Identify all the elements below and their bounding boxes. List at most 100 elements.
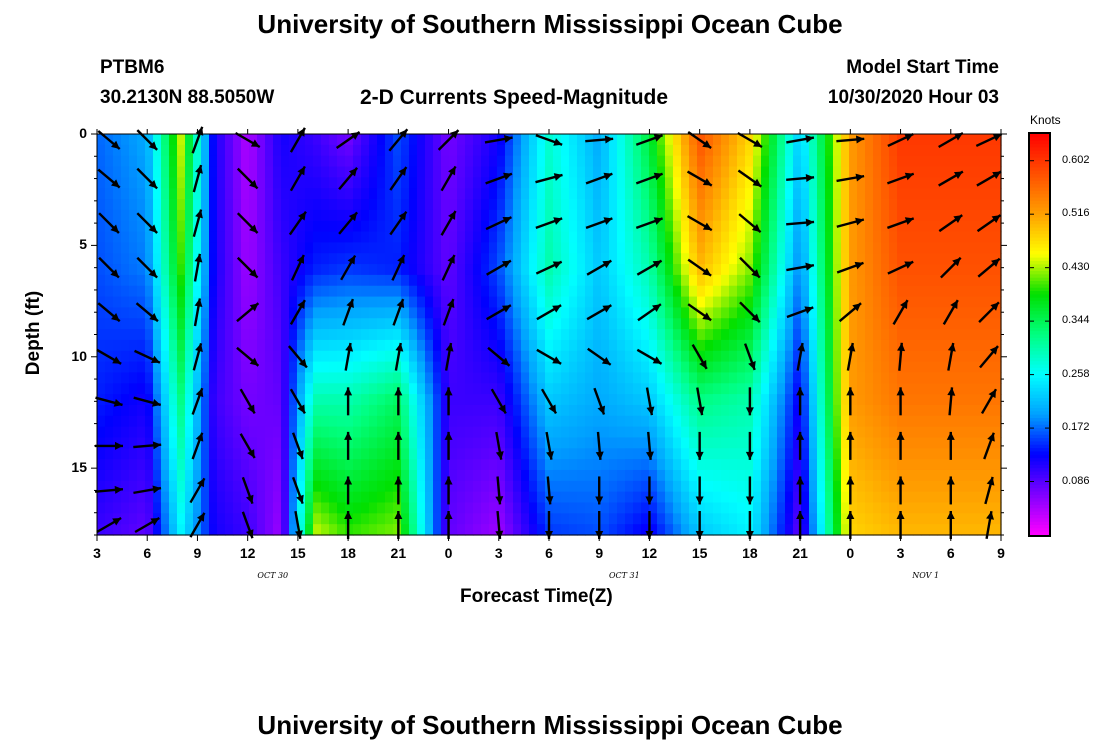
heatmap-cell	[585, 155, 594, 168]
current-vector-arrow	[389, 210, 408, 236]
current-vector-arrow	[391, 254, 406, 281]
heatmap-cell	[625, 404, 634, 417]
heatmap-cell	[985, 285, 994, 298]
heatmap-cell	[865, 134, 874, 146]
heatmap-cell	[713, 437, 722, 449]
current-vector-arrow	[234, 131, 261, 149]
heatmap-cell	[705, 318, 714, 330]
heatmap-cell	[633, 448, 642, 460]
heatmap-cell	[465, 318, 474, 330]
heatmap-cell	[105, 199, 114, 211]
heatmap-cell	[905, 264, 914, 276]
heatmap-cell	[665, 469, 674, 482]
heatmap-cell	[833, 188, 842, 200]
heatmap-cell	[193, 469, 202, 482]
heatmap-cell	[969, 134, 978, 146]
heatmap-cell	[289, 426, 298, 439]
heatmap-cell	[633, 480, 642, 493]
heatmap-cell	[689, 524, 698, 536]
heatmap-cell	[617, 134, 626, 146]
heatmap-cell	[929, 524, 938, 536]
current-vector-arrow	[389, 166, 408, 191]
heatmap-cell	[689, 394, 698, 406]
heatmap-cell	[585, 274, 594, 287]
heatmap-cell	[161, 404, 170, 417]
heatmap-cell	[881, 502, 890, 514]
heatmap-cell	[465, 144, 474, 157]
heatmap-cell	[513, 274, 522, 287]
current-vector-arrow	[536, 348, 562, 365]
heatmap-cell	[257, 404, 266, 417]
heatmap-cell	[625, 231, 634, 243]
heatmap-cell	[905, 166, 914, 178]
heatmap-cell	[265, 253, 274, 265]
heatmap-cell	[553, 415, 562, 428]
heatmap-cell	[201, 339, 210, 352]
heatmap-cell	[289, 469, 298, 482]
heatmap-cell	[345, 502, 354, 514]
heatmap-cell	[329, 383, 338, 395]
heatmap-cell	[553, 383, 562, 395]
heatmap-cell	[353, 274, 362, 287]
heatmap-cell	[513, 209, 522, 222]
heatmap-cell	[785, 285, 794, 298]
heatmap-cell	[497, 361, 506, 374]
heatmap-cell	[969, 480, 978, 493]
heatmap-cell	[297, 480, 306, 493]
heatmap-cell	[537, 264, 546, 276]
heatmap-cell	[441, 209, 450, 222]
heatmap-cell	[553, 361, 562, 374]
heatmap-cell	[625, 480, 634, 493]
heatmap-cell	[681, 188, 690, 200]
heatmap-cell	[473, 491, 482, 504]
heatmap-cell	[833, 361, 842, 374]
heatmap-cell	[689, 134, 698, 146]
heatmap-cell	[801, 524, 810, 536]
heatmap-cell	[657, 394, 666, 406]
heatmap-cell	[705, 404, 714, 417]
heatmap-cell	[697, 318, 706, 330]
heatmap-cell	[761, 199, 770, 211]
heatmap-cell	[585, 383, 594, 395]
heatmap-cell	[921, 264, 930, 276]
heatmap-cell	[921, 220, 930, 233]
heatmap-cell	[449, 502, 458, 514]
current-vector-arrow	[743, 343, 756, 371]
heatmap-cell	[105, 188, 114, 200]
heatmap-cell	[641, 166, 650, 178]
heatmap-cell	[481, 480, 490, 493]
heatmap-cell	[409, 437, 418, 449]
heatmap-cell	[313, 285, 322, 298]
heatmap-cell	[681, 166, 690, 178]
heatmap-cell	[881, 166, 890, 178]
heatmap-cell	[953, 220, 962, 233]
heatmap-cell	[777, 339, 786, 352]
heatmap-cell	[193, 513, 202, 525]
heatmap-cell	[641, 209, 650, 222]
heatmap-cell	[193, 480, 202, 493]
heatmap-cell	[841, 350, 850, 363]
arrow-head	[348, 212, 358, 222]
heatmap-cell	[313, 524, 322, 536]
heatmap-cell	[281, 361, 290, 374]
heatmap-cell	[417, 329, 426, 341]
arrow-head	[947, 342, 956, 352]
heatmap-cell	[137, 199, 146, 211]
heatmap-cell	[601, 361, 610, 374]
heatmap-cell	[633, 502, 642, 514]
heatmap-cell	[489, 199, 498, 211]
heatmap-cell	[793, 513, 802, 525]
heatmap-cell	[473, 437, 482, 449]
heatmap-cell	[929, 404, 938, 417]
heatmap-cell	[169, 318, 178, 330]
heatmap-cell	[505, 469, 514, 482]
heatmap-cell	[705, 524, 714, 536]
heatmap-cell	[969, 231, 978, 243]
heatmap-cell	[865, 220, 874, 233]
heatmap-cell	[737, 177, 746, 189]
heatmap-cell	[321, 491, 330, 504]
heatmap-cell	[657, 155, 666, 168]
heatmap-cell	[881, 134, 890, 146]
heatmap-cell	[601, 144, 610, 157]
heatmap-cell	[217, 383, 226, 395]
